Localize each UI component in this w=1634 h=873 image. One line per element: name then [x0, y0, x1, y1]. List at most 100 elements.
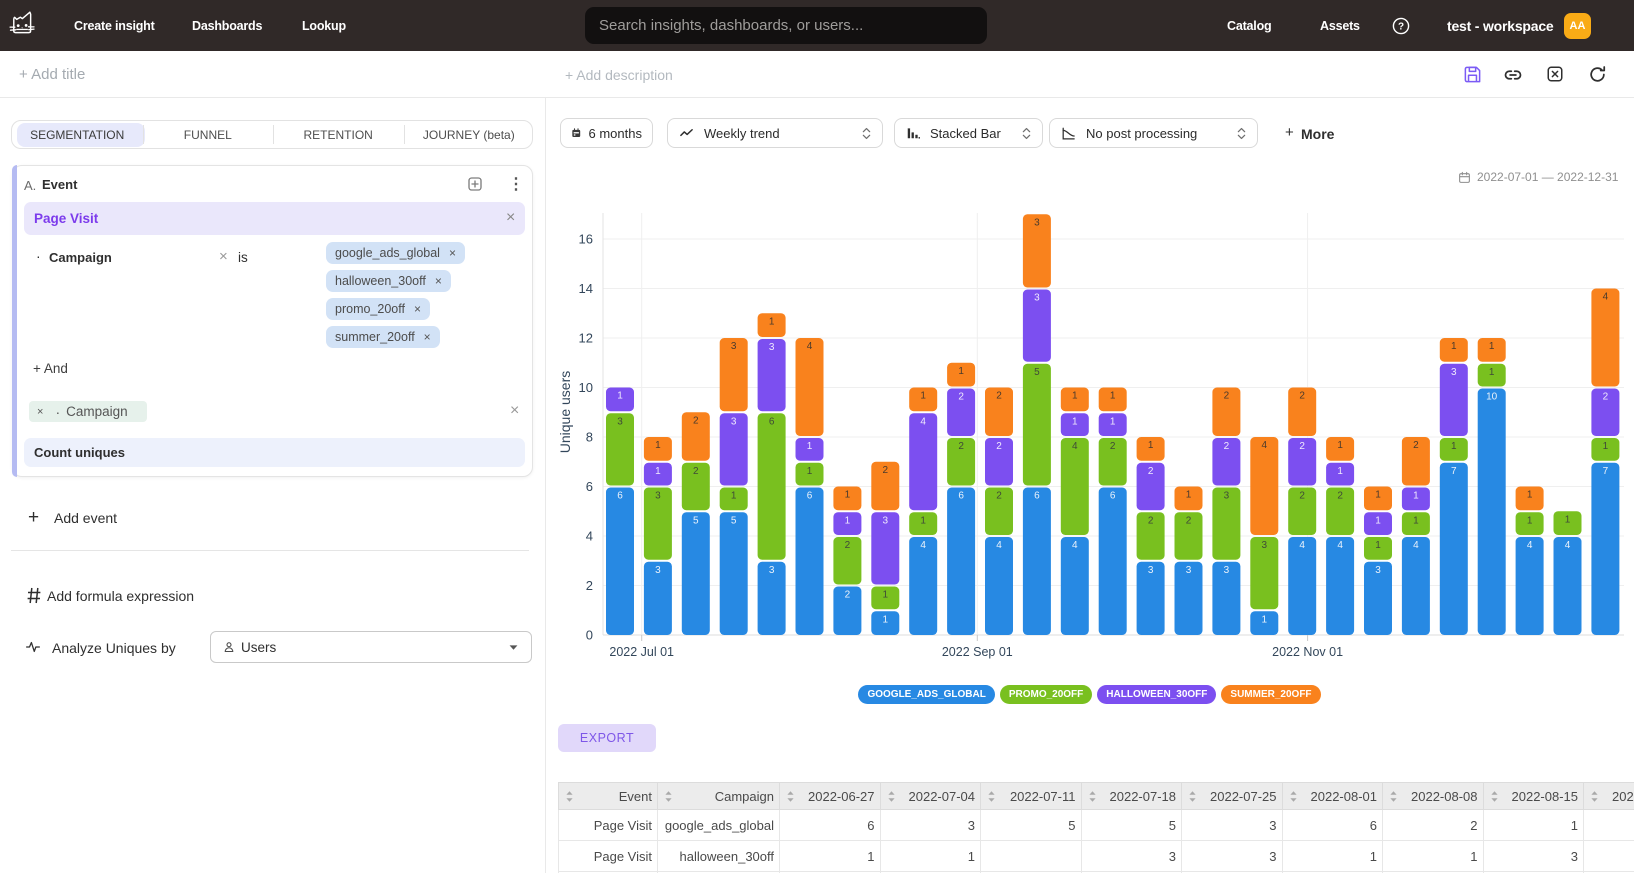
svg-text:4: 4 [1603, 292, 1609, 303]
svg-text:1: 1 [1072, 391, 1078, 402]
svg-text:2022 Jul 01: 2022 Jul 01 [609, 645, 674, 659]
svg-text:14: 14 [579, 281, 593, 296]
svg-text:1: 1 [1603, 441, 1609, 452]
svg-text:6: 6 [769, 416, 775, 427]
svg-text:3: 3 [1186, 565, 1192, 576]
svg-text:2: 2 [1603, 392, 1609, 403]
svg-text:1: 1 [1375, 540, 1381, 551]
svg-text:2: 2 [1299, 441, 1305, 452]
svg-text:7: 7 [1603, 466, 1609, 477]
svg-text:2: 2 [1186, 515, 1192, 526]
svg-text:1: 1 [1110, 391, 1116, 402]
svg-text:?: ? [1398, 22, 1404, 33]
svg-text:1: 1 [883, 590, 889, 601]
svg-text:1: 1 [1337, 466, 1343, 477]
svg-text:2: 2 [958, 392, 964, 403]
svg-text:1: 1 [1489, 367, 1495, 378]
svg-text:2: 2 [996, 391, 1002, 402]
svg-text:1: 1 [1451, 441, 1457, 452]
svg-text:3: 3 [769, 342, 775, 353]
svg-text:5: 5 [731, 515, 737, 526]
svg-text:3: 3 [617, 416, 623, 427]
svg-text:2022 Nov 01: 2022 Nov 01 [1272, 645, 1343, 659]
svg-text:3: 3 [655, 565, 661, 576]
svg-text:2: 2 [1224, 441, 1230, 452]
svg-text:6: 6 [1110, 491, 1116, 502]
svg-text:3: 3 [1034, 293, 1040, 304]
svg-text:8: 8 [586, 430, 593, 445]
svg-text:1: 1 [617, 391, 623, 402]
svg-text:5: 5 [693, 515, 699, 526]
svg-text:2: 2 [693, 466, 699, 477]
svg-text:3: 3 [1224, 565, 1230, 576]
svg-text:1: 1 [655, 466, 661, 477]
svg-text:1: 1 [1565, 514, 1571, 525]
svg-text:3: 3 [1034, 217, 1040, 228]
svg-text:3: 3 [731, 341, 737, 352]
svg-text:2: 2 [1110, 441, 1116, 452]
svg-text:1: 1 [655, 440, 661, 451]
svg-text:4: 4 [807, 341, 813, 352]
svg-text:4: 4 [1072, 441, 1078, 452]
svg-text:1: 1 [958, 366, 964, 377]
svg-text:2: 2 [958, 441, 964, 452]
svg-text:2: 2 [693, 415, 699, 426]
svg-text:7: 7 [1451, 466, 1457, 477]
svg-text:1: 1 [807, 466, 813, 477]
svg-text:1: 1 [1375, 515, 1381, 526]
svg-text:2: 2 [1299, 491, 1305, 502]
svg-text:1: 1 [1413, 515, 1419, 526]
svg-text:1: 1 [1527, 515, 1533, 526]
svg-text:6: 6 [958, 491, 964, 502]
svg-text:2: 2 [1299, 391, 1305, 402]
svg-text:2: 2 [1224, 391, 1230, 402]
svg-text:1: 1 [920, 515, 926, 526]
svg-text:Unique users: Unique users [557, 371, 573, 454]
svg-text:6: 6 [807, 491, 813, 502]
svg-text:1: 1 [769, 316, 775, 327]
svg-text:3: 3 [731, 416, 737, 427]
svg-text:1: 1 [1262, 614, 1268, 625]
svg-text:4: 4 [1262, 440, 1268, 451]
svg-text:2: 2 [1413, 440, 1419, 451]
svg-text:4: 4 [1565, 540, 1571, 551]
svg-text:2: 2 [1337, 491, 1343, 502]
svg-text:3: 3 [769, 565, 775, 576]
svg-text:2: 2 [883, 465, 889, 476]
svg-text:2: 2 [1148, 466, 1154, 477]
svg-text:3: 3 [1262, 540, 1268, 551]
svg-text:3: 3 [1224, 491, 1230, 502]
svg-text:2: 2 [996, 441, 1002, 452]
svg-text:1: 1 [1489, 341, 1495, 352]
svg-text:4: 4 [1299, 540, 1305, 551]
svg-text:1: 1 [883, 614, 889, 625]
svg-text:0: 0 [586, 628, 593, 643]
svg-text:4: 4 [586, 529, 593, 544]
svg-text:1: 1 [1337, 440, 1343, 451]
svg-text:4: 4 [1527, 540, 1533, 551]
svg-text:4: 4 [1337, 540, 1343, 551]
svg-text:1: 1 [845, 490, 851, 501]
svg-text:1: 1 [1413, 491, 1419, 502]
svg-text:2: 2 [845, 590, 851, 601]
svg-text:1: 1 [845, 515, 851, 526]
svg-text:3: 3 [1148, 565, 1154, 576]
svg-text:10: 10 [579, 380, 593, 395]
svg-text:4: 4 [1413, 540, 1419, 551]
svg-text:3: 3 [1451, 367, 1457, 378]
svg-text:6: 6 [1034, 491, 1040, 502]
svg-text:4: 4 [920, 540, 926, 551]
svg-text:1: 1 [1451, 341, 1457, 352]
svg-text:1: 1 [1148, 440, 1154, 451]
svg-text:5: 5 [1034, 367, 1040, 378]
svg-text:16: 16 [579, 232, 593, 247]
svg-text:1: 1 [1110, 416, 1116, 427]
svg-text:1: 1 [1375, 490, 1381, 501]
svg-text:1: 1 [731, 491, 737, 502]
svg-text:2: 2 [996, 491, 1002, 502]
svg-text:2: 2 [845, 540, 851, 551]
svg-text:6: 6 [617, 491, 623, 502]
svg-text:4: 4 [920, 416, 926, 427]
svg-text:1: 1 [1527, 490, 1533, 501]
svg-text:3: 3 [655, 491, 661, 502]
